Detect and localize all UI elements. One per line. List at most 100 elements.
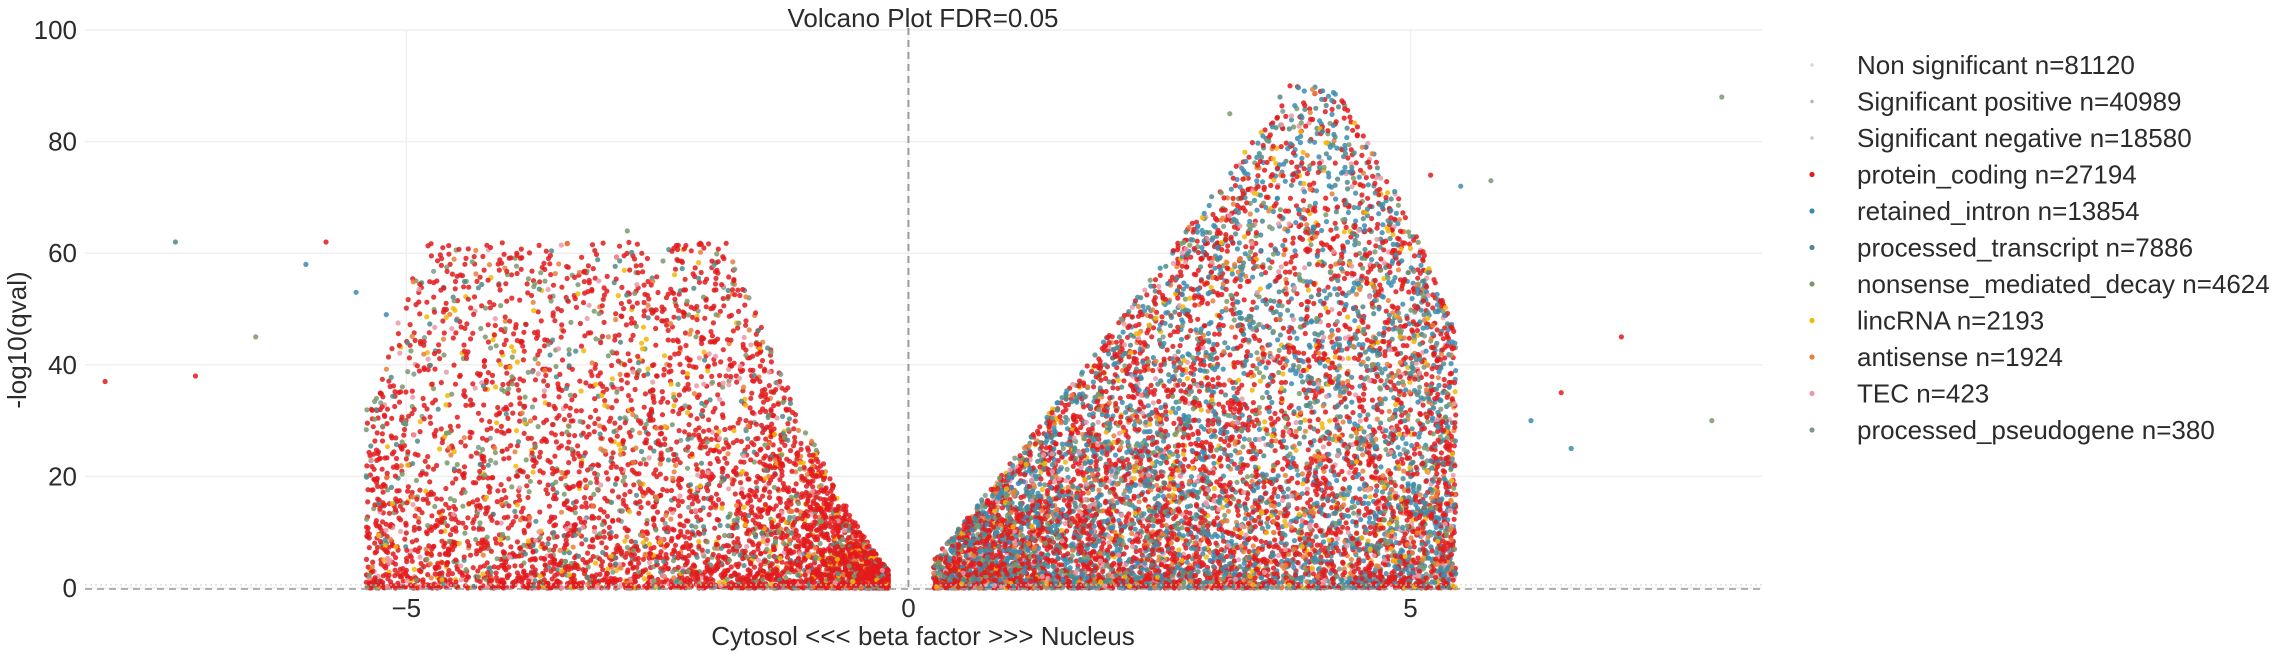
scatter-point [384,421,390,427]
scatter-point [703,297,709,303]
scatter-point [536,286,542,292]
scatter-point [417,311,423,317]
scatter-point [400,578,406,584]
scatter-point [560,328,567,334]
scatter-point [523,457,529,463]
scatter-point [427,362,433,368]
scatter-point [610,569,616,575]
scatter-point [599,333,606,339]
scatter-point [572,563,578,569]
scatter-point [382,547,388,553]
scatter-point [418,560,424,567]
scatter-point [500,531,506,537]
scatter-point [471,254,477,260]
scatter-point [708,329,714,335]
scatter-point [773,503,779,509]
scatter-point [852,520,858,526]
scatter-point [705,469,711,476]
scatter-point [364,524,370,530]
scatter-point [364,420,370,426]
scatter-point [758,422,765,428]
scatter-point [617,371,623,377]
scatter-point [411,371,417,377]
scatter-point [682,276,688,282]
scatter-point [617,415,623,421]
scatter-point [532,377,539,383]
scatter-point [625,351,631,357]
scatter-point [370,487,376,493]
scatter-point [469,259,475,265]
scatter-point [654,558,660,564]
scatter-point [604,513,611,519]
scatter-point [785,385,791,391]
scatter-point [434,278,440,284]
scatter-point [601,285,607,291]
scatter-point [707,461,713,467]
scatter-point [542,562,548,568]
scatter-point [681,246,688,252]
scatter-point [675,534,681,540]
scatter-point [556,445,562,451]
scatter-point [413,302,419,308]
scatter-point [567,392,574,398]
scatter-point [642,490,649,496]
scatter-point [471,525,477,531]
scatter-point [391,583,397,589]
scatter-point [471,311,477,317]
scatter-point [432,366,438,372]
scatter-point [389,501,395,507]
scatter-point [787,396,793,402]
scatter-point [669,526,676,532]
scatter-point [512,508,518,514]
scatter-point [795,516,801,522]
scatter-point [571,456,577,462]
scatter-point [799,491,805,497]
scatter-point [480,464,486,471]
scatter-point [640,324,647,330]
scatter-point [701,349,707,355]
scatter-point [669,422,675,428]
scatter-point [717,308,724,314]
scatter-point [428,420,434,426]
scatter-point [438,380,444,386]
scatter-point [451,511,457,517]
scatter-point [568,319,574,325]
scatter-point [647,551,654,557]
scatter-point [708,576,714,582]
scatter-point [632,386,638,393]
scatter-point [625,567,631,573]
scatter-point [741,453,747,459]
scatter-point [546,503,553,509]
scatter-point [830,533,837,539]
scatter-point [671,495,678,502]
scatter-point [498,423,504,429]
scatter-point [538,270,544,276]
scatter-point [538,318,544,324]
scatter-point [780,535,786,541]
scatter-point [473,247,479,253]
scatter-point [751,564,758,570]
scatter-point [657,461,664,467]
scatter-point [547,261,553,267]
scatter-point [731,360,737,366]
scatter-point [668,321,674,327]
scatter-point [669,248,675,254]
scatter-point [564,241,570,247]
scatter-point [616,332,622,338]
scatter-point [554,571,561,577]
scatter-point [726,382,732,388]
scatter-point [602,398,608,404]
scatter-point [747,572,753,578]
scatter-point [552,522,559,528]
scatter-point [627,358,633,364]
scatter-point [655,289,661,296]
scatter-point [452,381,459,387]
scatter-point [672,266,679,272]
scatter-point [498,303,504,309]
scatter-point [558,476,564,482]
scatter-point [496,411,502,417]
scatter-point [389,346,395,352]
scatter-point [364,463,370,469]
scatter-point [507,364,513,370]
scatter-point [425,523,431,529]
